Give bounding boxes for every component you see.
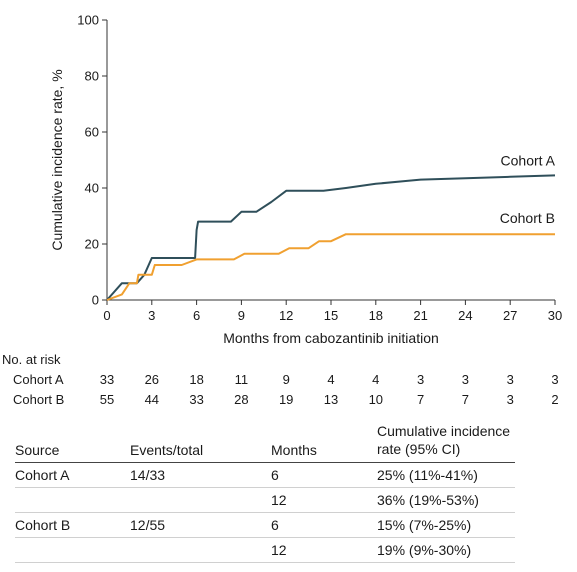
risk-value: 10 — [368, 392, 384, 407]
risk-value: 26 — [144, 372, 160, 387]
series-line-cohort-b — [106, 233, 555, 301]
cell-rate: 25% (11%-41%) — [377, 467, 478, 483]
x-tick-label: 6 — [193, 308, 200, 323]
header-months: Months — [271, 442, 317, 458]
risk-value: 33 — [99, 372, 115, 387]
x-tick-label: 12 — [279, 308, 293, 323]
table-row: Cohort A 14/33 6 25% (11%-41%) — [15, 463, 515, 488]
series-layer — [106, 174, 556, 301]
risk-value: 33 — [189, 392, 204, 407]
risk-value: 3 — [461, 372, 469, 387]
risk-value: 4 — [327, 372, 335, 387]
header-source: Source — [15, 442, 60, 458]
risk-value: 55 — [99, 392, 115, 407]
cell-rate: 19% (9%-30%) — [377, 542, 472, 558]
risk-value: 7 — [416, 392, 425, 407]
series-label-cohort-a: Cohort A — [501, 152, 556, 168]
y-tick-label: 0 — [92, 293, 99, 308]
risk-value: 4 — [372, 372, 380, 387]
cell-rate: 36% (19%-53%) — [377, 492, 479, 508]
risk-value: 19 — [278, 392, 294, 407]
risk-value: 18 — [189, 372, 204, 387]
risk-value: 3 — [416, 372, 425, 387]
table-header-row: Source Events/total Months Cumulative in… — [15, 420, 515, 463]
table-row: 12 36% (19%-53%) — [15, 488, 515, 513]
risk-value: 3 — [506, 372, 514, 387]
header-events: Events/total — [130, 442, 204, 458]
risk-value: 11 — [234, 372, 249, 387]
x-tick-label: 30 — [548, 308, 562, 323]
number-at-risk-label: No. at risk — [2, 352, 61, 367]
table-row: 12 19% (9%-30%) — [15, 538, 515, 563]
risk-value: 13 — [323, 392, 339, 407]
cell-events: 12/55 — [130, 517, 166, 533]
y-tick-label: 40 — [85, 181, 99, 196]
number-at-risk-table: No. at risk Cohort A 33 26 18 11 9 4 4 3 3 3 3 Cohort… — [0, 348, 577, 410]
risk-value: 9 — [282, 372, 290, 387]
series-line-cohort-a — [106, 174, 556, 301]
header-rate-line1: Cumulative incidence — [377, 423, 511, 439]
cell-rate: 15% (7%-25%) — [377, 517, 472, 533]
risk-value: 3 — [551, 372, 559, 387]
x-tick-label: 9 — [238, 308, 245, 323]
cell-months: 12 — [271, 492, 287, 508]
risk-value: 44 — [144, 392, 160, 407]
table-row: Cohort B 12/55 6 15% (7%-25%) — [15, 513, 515, 538]
y-axis-label: Cumulative incidence rate, % — [49, 69, 65, 250]
y-tick-label: 20 — [85, 237, 99, 252]
x-tick-label: 24 — [458, 308, 472, 323]
incidence-summary-table: Source Events/total Months Cumulative in… — [15, 420, 515, 563]
header-rate: Cumulative incidence rate (95% CI) — [377, 422, 510, 458]
cell-source: Cohort A — [15, 467, 70, 483]
x-tick-label: 27 — [503, 308, 517, 323]
chart-axes — [102, 19, 556, 305]
x-tick-label: 18 — [369, 308, 383, 323]
x-axis-label: Months from cabozantinib initiation — [223, 330, 439, 346]
risk-row-label: Cohort A — [13, 372, 64, 387]
x-tick-label: 3 — [148, 308, 155, 323]
cell-months: 6 — [271, 517, 279, 533]
incidence-chart: 0 20 40 60 80 100 0 3 6 9 12 15 18 21 24 27 30 Months fro… — [49, 13, 562, 347]
cell-source: Cohort B — [15, 517, 71, 533]
y-tick-label: 100 — [77, 13, 99, 28]
risk-value: 2 — [551, 392, 559, 407]
y-tick-label: 80 — [85, 69, 99, 84]
cell-months: 6 — [271, 467, 279, 483]
risk-value: 28 — [234, 392, 249, 407]
x-tick-label: 21 — [413, 308, 427, 323]
risk-value: 3 — [506, 392, 514, 407]
risk-value: 7 — [461, 392, 469, 407]
series-label-cohort-b: Cohort B — [500, 210, 555, 226]
x-tick-label: 15 — [324, 308, 338, 323]
cell-months: 12 — [271, 542, 287, 558]
risk-row-label: Cohort B — [13, 392, 65, 407]
y-tick-label: 60 — [85, 125, 99, 140]
cell-events: 14/33 — [130, 467, 166, 483]
header-rate-line2: rate (95% CI) — [377, 441, 461, 457]
labels-layer: 0 20 40 60 80 100 0 3 6 9 12 15 18 21 24 27 30 Months fro… — [49, 13, 562, 347]
x-tick-label: 0 — [103, 308, 110, 323]
